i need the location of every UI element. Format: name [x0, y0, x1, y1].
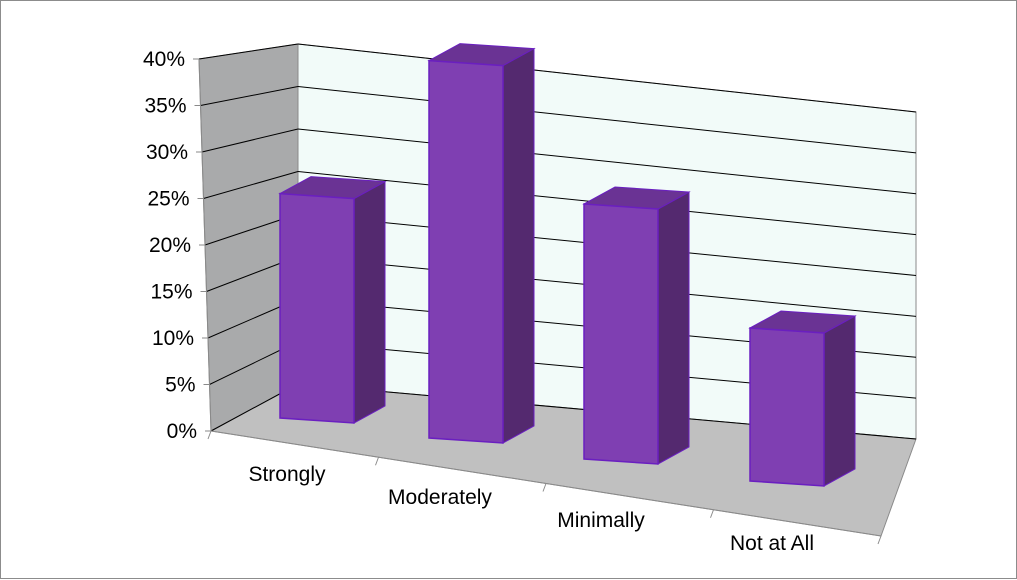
bar-minimally [582, 186, 691, 465]
y-tick-label: 0% [167, 420, 197, 443]
bar-strongly [278, 176, 387, 424]
y-tick-label: 15% [150, 281, 192, 304]
y-tick-label: 25% [147, 188, 189, 211]
x-tick-label: Strongly [248, 463, 326, 486]
bar-side [502, 47, 535, 444]
axes [193, 58, 882, 545]
bar-not-at-all [748, 310, 857, 487]
x-tick-label: Minimally [557, 509, 645, 532]
y-axis-tick-labels: 0% 5% 10% 15% 20% 25% 30% 35% 40% [143, 48, 197, 443]
bar-front [279, 192, 355, 424]
bar-front [749, 327, 825, 487]
y-tick-label: 30% [146, 141, 188, 164]
bar-front [428, 59, 504, 444]
x-axis-tick-mark [877, 535, 882, 545]
x-axis-tick-mark [710, 509, 714, 518]
y-tick-label: 10% [152, 327, 194, 350]
x-axis-tick-mark [542, 483, 547, 492]
y-tick-label: 5% [165, 374, 195, 397]
bar-side [353, 180, 386, 424]
x-axis-tick-mark [207, 430, 212, 440]
bar-front [583, 203, 659, 465]
x-axis-tick-labels: Strongly Moderately Minimally Not at All [248, 463, 814, 555]
y-tick-label: 40% [143, 48, 185, 71]
gridline-back [297, 86, 917, 154]
x-axis-tick-mark [375, 457, 379, 466]
gridline-back [297, 128, 917, 195]
gridline-side [201, 128, 299, 153]
x-tick-label: Not at All [730, 532, 814, 555]
x-tick-label: Moderately [388, 486, 492, 509]
y-tick-label: 20% [149, 234, 191, 257]
gridline-side [200, 86, 299, 106]
bar-side [823, 315, 856, 487]
gridline-side [203, 171, 299, 199]
bar-side [657, 191, 690, 465]
bars [278, 43, 857, 487]
gridline-back [297, 43, 917, 113]
y-tick-label: 35% [144, 95, 186, 118]
bar-moderately [427, 43, 536, 444]
gridline-side [198, 43, 299, 60]
